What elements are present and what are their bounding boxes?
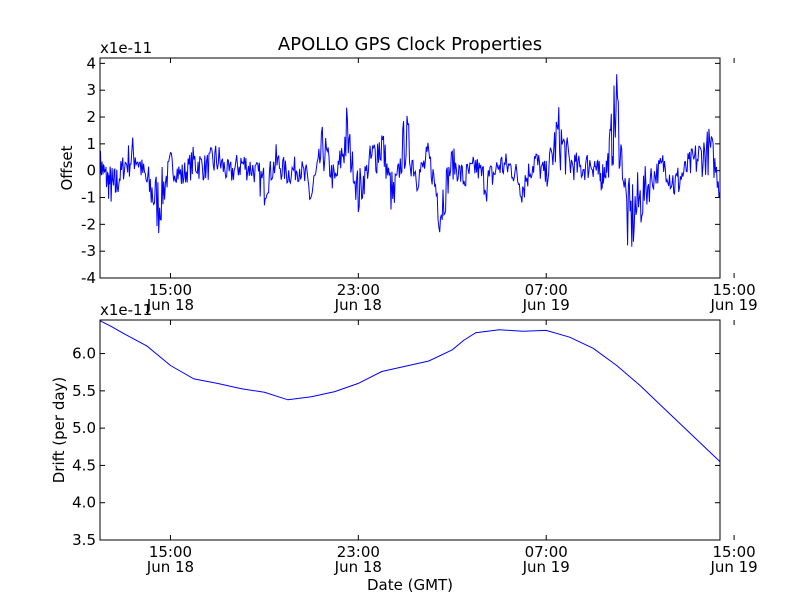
drift-x-axis-label: Date (GMT) [367,576,453,594]
offset-y-tick-label: 0 [86,162,96,180]
offset-x-tick-time: 23:00 [337,281,380,299]
drift-y-axis-label: Drift (per day) [50,377,68,484]
drift-y-tick-label: 3.5 [72,531,96,549]
drift-y-tick-label: 4.0 [72,494,96,512]
offset-y-tick-labels: -4 -3 -2 -1 0 1 2 3 4 [81,54,96,287]
drift-x-tick-date: Jun 19 [709,558,757,576]
drift-x-tick-date: Jun 19 [522,558,570,576]
offset-y-tick-label: 1 [86,135,96,153]
offset-y-tick-label: 4 [86,54,96,72]
drift-exponent-label: x1e-11 [100,301,152,319]
offset-y-tick-label: -4 [81,269,96,287]
offset-x-tick-date: Jun 19 [522,296,570,314]
figure-title: APOLLO GPS Clock Properties [278,34,542,55]
offset-y-tick-label: 2 [86,108,96,126]
drift-x-tick-date: Jun 18 [334,558,382,576]
offset-axes-frame [99,57,721,279]
offset-y-tick-label: -3 [81,242,96,260]
offset-ticks [100,58,735,279]
offset-exponent-label: x1e-11 [100,39,152,57]
drift-plot-area [100,320,720,463]
drift-x-tick-time: 23:00 [337,543,380,561]
drift-series-line [100,320,720,463]
offset-y-tick-label: -1 [81,189,96,207]
offset-y-axis-label: Offset [58,145,76,190]
drift-axes-frame [99,319,721,541]
drift-x-tick-time: 07:00 [525,543,568,561]
drift-y-tick-label: 5.0 [72,419,96,437]
offset-y-tick-label: 3 [86,81,96,99]
offset-series-line [100,74,720,247]
drift-x-tick-time: 15:00 [712,543,755,561]
drift-y-tick-label: 4.5 [72,456,96,474]
drift-y-tick-label: 6.0 [72,345,96,363]
drift-ticks [100,320,735,541]
drift-y-tick-label: 5.5 [72,382,96,400]
offset-x-tick-date: Jun 19 [709,296,757,314]
drift-x-tick-time: 15:00 [149,543,192,561]
drift-y-tick-labels: 3.5 4.0 4.5 5.0 5.5 6.0 [72,345,96,549]
offset-plot-area [100,74,720,247]
offset-x-tick-time: 15:00 [712,281,755,299]
offset-x-tick-date: Jun 18 [334,296,382,314]
drift-x-tick-date: Jun 18 [146,558,194,576]
offset-x-tick-time: 07:00 [525,281,568,299]
offset-x-tick-time: 15:00 [149,281,192,299]
offset-y-tick-label: -2 [81,215,96,233]
offset-x-tick-date: Jun 18 [146,296,194,314]
